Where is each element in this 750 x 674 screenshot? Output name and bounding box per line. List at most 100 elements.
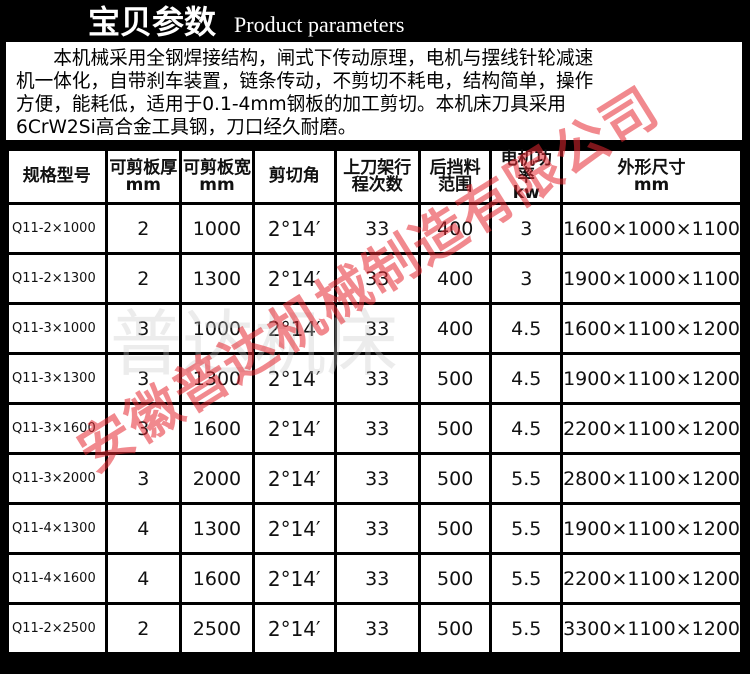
- column-header: 后挡料 范围: [417, 148, 493, 205]
- header-line: 程次数: [351, 174, 403, 195]
- table-cell: 2°14′: [251, 402, 337, 455]
- table-cell: 1000: [179, 202, 255, 255]
- header-line: 范围: [438, 174, 473, 195]
- table-cell: 33: [333, 502, 421, 555]
- table-cell: 2°14′: [251, 602, 337, 655]
- table-cell: 3: [489, 202, 564, 255]
- table-cell: 1300: [179, 252, 255, 305]
- table-cell: 3: [104, 402, 183, 455]
- header-line: mm: [633, 174, 670, 195]
- table-cell: Q11-2×1300: [6, 252, 108, 305]
- table-cell: 4.5: [489, 352, 564, 405]
- table-cell: Q11-3×1300: [6, 352, 108, 405]
- table-cell: Q11-4×1300: [6, 502, 108, 555]
- table-row: Q11-2×1300 2 1300 2°14′ 33 400 3 1900×1000×1100: [6, 252, 743, 305]
- table-cell: 2°14′: [251, 352, 337, 405]
- table-cell: 500: [417, 602, 493, 655]
- table-cell: 2500: [179, 602, 255, 655]
- table-cell: 2: [104, 202, 183, 255]
- table-cell: 3: [489, 252, 564, 305]
- table-cell: 3: [104, 452, 183, 505]
- intro-text: 本机械采用全钢焊接结构，闸式下传动原理，电机与摆线针轮减速机一体化，自带刹车装置…: [6, 42, 742, 140]
- table-cell: 2200×1100×1200: [560, 552, 743, 605]
- header-line: mm: [125, 174, 162, 195]
- table-cell: 2°14′: [251, 202, 337, 255]
- table-cell: 1300: [179, 502, 255, 555]
- table-row: Q11-4×1600 4 1600 2°14′ 33 500 5.5 2200×1100×12…: [6, 552, 743, 605]
- table-cell: 1600: [179, 402, 255, 455]
- table-cell: 2°14′: [251, 452, 337, 505]
- table-row: Q11-2×1000 2 1000 2°14′ 33 400 3 1600×1000×1100: [6, 202, 743, 255]
- table-cell: 1900×1000×1100: [560, 252, 743, 305]
- spec-table: 规格型号 可剪板厚 mm 可剪板宽 mm 剪切角 上刀架行 程次数 后挡料 范围 电机功率 kw 外形尺…: [6, 148, 743, 655]
- column-header: 规格型号: [6, 148, 108, 205]
- header-line: 后挡料: [429, 157, 481, 178]
- header-line: 规格型号: [22, 166, 91, 186]
- table-cell: 1900×1100×1200: [560, 352, 743, 405]
- table-cell: 5.5: [489, 552, 564, 605]
- header-line: kw: [512, 183, 540, 203]
- table-cell: 5.5: [489, 602, 564, 655]
- table-cell: 33: [333, 452, 421, 505]
- table-cell: 2°14′: [251, 552, 337, 605]
- table-cell: 1300: [179, 352, 255, 405]
- column-header: 上刀架行 程次数: [333, 148, 421, 205]
- table-cell: 400: [417, 202, 493, 255]
- table-cell: 2: [104, 252, 183, 305]
- table-row: Q11-3×1600 3 1600 2°14′ 33 500 4.5 2200×1100×12…: [6, 402, 743, 455]
- table-cell: 33: [333, 402, 421, 455]
- table-cell: 3: [104, 302, 183, 355]
- table-cell: 2°14′: [251, 302, 337, 355]
- table-row: Q11-3×2000 3 2000 2°14′ 33 500 5.5 2800×1100×12…: [6, 452, 743, 505]
- title-en: Product parameters: [234, 12, 405, 37]
- table-cell: 500: [417, 552, 493, 605]
- table-row: Q11-3×1000 3 1000 2°14′ 33 400 4.5 1600×1100×12…: [6, 302, 743, 355]
- header-row: 规格型号 可剪板厚 mm 可剪板宽 mm 剪切角 上刀架行 程次数 后挡料 范围 电机功率 kw 外形尺…: [6, 148, 743, 205]
- table-cell: 400: [417, 252, 493, 305]
- table-cell: 2: [104, 602, 183, 655]
- table-cell: Q11-4×1600: [6, 552, 108, 605]
- header-line: 可剪板厚: [109, 157, 178, 178]
- table-cell: 1600: [179, 552, 255, 605]
- table-cell: 2°14′: [251, 502, 337, 555]
- column-header: 可剪板宽 mm: [179, 148, 255, 205]
- header-line: 剪切角: [268, 166, 320, 186]
- table-row: Q11-3×1300 3 1300 2°14′ 33 500 4.5 1900×1100×12…: [6, 352, 743, 405]
- table-cell: 400: [417, 302, 493, 355]
- header-line: 可剪板宽: [182, 157, 251, 178]
- title-cn: 宝贝参数: [88, 3, 217, 41]
- header-line: 外形尺寸: [617, 157, 686, 178]
- column-header: 电机功率 kw: [489, 148, 564, 205]
- table-cell: 33: [333, 602, 421, 655]
- header: 宝贝参数 Product parameters: [6, 0, 744, 42]
- table-cell: 3300×1100×1200: [560, 602, 743, 655]
- table-cell: 1600×1000×1100: [560, 202, 743, 255]
- table-cell: 5.5: [489, 502, 564, 555]
- table-row: Q11-4×1300 4 1300 2°14′ 33 500 5.5 1900×1100×12…: [6, 502, 743, 555]
- table-cell: Q11-2×2500: [6, 602, 108, 655]
- table-cell: 33: [333, 352, 421, 405]
- table-cell: Q11-2×1000: [6, 202, 108, 255]
- table-cell: 500: [417, 352, 493, 405]
- table-row: Q11-2×2500 2 2500 2°14′ 33 500 5.5 3300×1100×12…: [6, 602, 743, 655]
- table-cell: 4.5: [489, 402, 564, 455]
- column-header: 外形尺寸 mm: [560, 148, 743, 205]
- table-cell: Q11-3×1600: [6, 402, 108, 455]
- table-cell: 500: [417, 452, 493, 505]
- table-cell: 1600×1100×1200: [560, 302, 743, 355]
- table-cell: 1900×1100×1200: [560, 502, 743, 555]
- table-cell: 2800×1100×1200: [560, 452, 743, 505]
- table-cell: 4: [104, 502, 183, 555]
- table-cell: 33: [333, 552, 421, 605]
- table-cell: 2200×1100×1200: [560, 402, 743, 455]
- table-cell: 1000: [179, 302, 255, 355]
- intro-paragraph: 本机械采用全钢焊接结构，闸式下传动原理，电机与摆线针轮减速机一体化，自带刹车装置…: [16, 47, 594, 138]
- table-cell: 5.5: [489, 452, 564, 505]
- table-cell: 33: [333, 252, 421, 305]
- header-line: mm: [199, 174, 235, 195]
- table-cell: 500: [417, 502, 493, 555]
- table-cell: 2°14′: [251, 252, 337, 305]
- table-cell: 4.5: [489, 302, 564, 355]
- table-cell: 33: [333, 302, 421, 355]
